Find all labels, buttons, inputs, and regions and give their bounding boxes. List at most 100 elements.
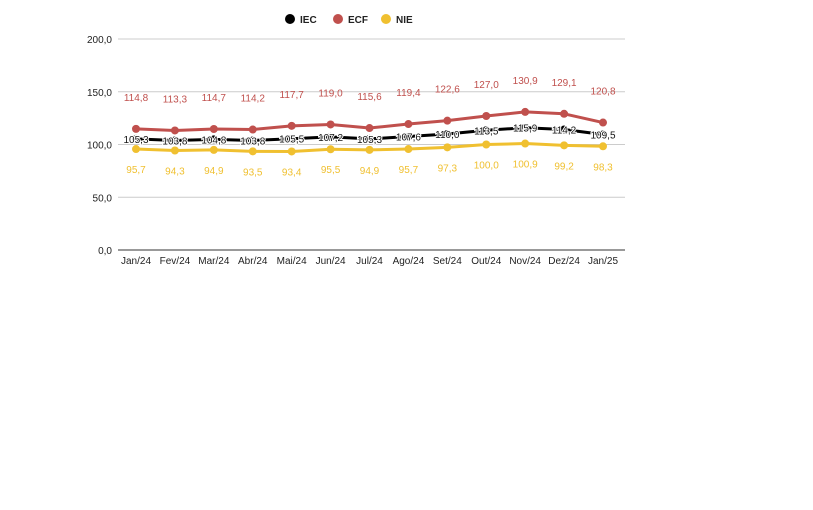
data-label-nie: 99,2 [554, 161, 574, 172]
data-label-nie: 93,4 [282, 167, 302, 178]
data-point-ecf [443, 116, 452, 125]
data-label-ecf: 119,0 [318, 88, 343, 99]
data-point-iec [248, 136, 257, 145]
x-tick-label: Set/24 [433, 256, 462, 267]
data-label-nie: 100,0 [474, 161, 499, 172]
data-label-nie: 94,9 [360, 166, 380, 177]
x-tick-label: Jun/24 [316, 256, 346, 267]
data-label-iec: 104,8 [201, 135, 226, 146]
data-label-nie: 95,7 [399, 165, 419, 176]
x-tick-label: Nov/24 [509, 256, 541, 267]
data-point-nie [170, 146, 179, 155]
legend-marker-iec [285, 14, 295, 24]
data-point-iec [482, 126, 491, 135]
data-label-iec: 109,5 [590, 130, 615, 141]
data-label-iec: 105,3 [123, 135, 148, 146]
data-label-nie: 94,3 [165, 167, 185, 178]
data-label-ecf: 130,9 [513, 76, 538, 87]
data-point-ecf [326, 120, 335, 129]
data-point-iec [170, 136, 179, 145]
data-label-ecf: 120,8 [590, 87, 615, 98]
data-point-iec [521, 123, 530, 132]
data-label-nie: 97,3 [438, 163, 458, 174]
data-label-iec: 115,9 [513, 124, 538, 135]
data-point-nie [365, 145, 374, 154]
data-point-nie [209, 145, 218, 154]
legend-marker-nie [381, 14, 391, 24]
data-point-iec [326, 132, 335, 141]
data-label-ecf: 113,3 [163, 94, 188, 105]
data-point-nie [443, 143, 452, 152]
data-point-iec [365, 134, 374, 143]
data-label-nie: 95,5 [321, 165, 341, 176]
data-point-ecf [521, 107, 530, 116]
data-label-iec: 107,2 [318, 133, 343, 144]
data-point-nie [248, 147, 257, 156]
x-tick-label: Jan/25 [588, 256, 618, 267]
x-tick-label: Jan/24 [121, 256, 151, 267]
data-point-nie [132, 145, 140, 154]
data-point-ecf [248, 125, 257, 134]
y-tick-label: 100,0 [87, 141, 112, 152]
legend-label-ecf: ECF [348, 15, 368, 26]
x-tick-label: Dez/24 [548, 256, 580, 267]
data-point-ecf [209, 124, 218, 133]
legend-label-nie: NIE [396, 15, 413, 26]
y-tick-label: 200,0 [87, 35, 112, 46]
data-label-ecf: 114,8 [124, 93, 149, 104]
y-tick-label: 50,0 [93, 193, 113, 204]
data-label-nie: 100,9 [513, 160, 538, 171]
data-label-nie: 95,7 [126, 165, 146, 176]
data-point-iec [287, 134, 296, 143]
data-point-iec [443, 129, 452, 138]
data-point-ecf [560, 109, 569, 118]
data-label-iec: 103,8 [240, 136, 265, 147]
data-point-iec [209, 135, 218, 144]
data-label-iec: 110,0 [435, 130, 460, 141]
x-tick-label: Abr/24 [238, 256, 268, 267]
data-point-nie [326, 145, 335, 154]
data-label-iec: 114,2 [552, 126, 577, 137]
data-point-nie [599, 142, 607, 151]
data-point-nie [521, 139, 530, 148]
data-point-iec [404, 132, 413, 141]
data-point-nie [482, 140, 491, 149]
data-point-nie [560, 141, 569, 150]
data-label-ecf: 114,2 [241, 94, 266, 105]
data-point-ecf [365, 124, 374, 133]
data-label-ecf: 129,1 [552, 78, 577, 89]
y-tick-label: 0,0 [98, 246, 112, 257]
data-label-iec: 105,3 [357, 135, 382, 146]
legend-marker-ecf [333, 14, 343, 24]
x-tick-label: Out/24 [471, 256, 501, 267]
data-label-ecf: 119,4 [396, 88, 421, 99]
data-label-iec: 103,8 [162, 136, 187, 147]
data-label-ecf: 114,7 [202, 93, 227, 104]
legend-label-iec: IEC [300, 15, 317, 26]
data-label-iec: 113,5 [474, 126, 499, 137]
data-point-iec [599, 130, 607, 139]
data-label-iec: 107,6 [396, 132, 421, 143]
x-tick-label: Ago/24 [393, 256, 425, 267]
data-label-nie: 98,3 [593, 162, 613, 173]
data-point-ecf [170, 126, 179, 135]
data-point-ecf [287, 121, 296, 130]
y-tick-label: 150,0 [87, 88, 112, 99]
x-tick-label: Fev/24 [160, 256, 191, 267]
data-point-nie [404, 145, 413, 154]
data-point-ecf [482, 112, 491, 121]
data-label-ecf: 117,7 [280, 90, 305, 101]
data-point-iec [132, 134, 140, 143]
data-label-ecf: 122,6 [435, 85, 460, 96]
data-label-ecf: 115,6 [357, 92, 382, 103]
x-tick-label: Jul/24 [356, 256, 383, 267]
x-tick-label: Mar/24 [198, 256, 230, 267]
data-point-ecf [404, 120, 413, 129]
data-label-nie: 94,9 [204, 166, 224, 177]
data-label-iec: 105,5 [279, 135, 304, 146]
data-label-ecf: 127,0 [474, 80, 499, 91]
x-tick-label: Mai/24 [277, 256, 307, 267]
data-label-nie: 93,5 [243, 167, 263, 178]
